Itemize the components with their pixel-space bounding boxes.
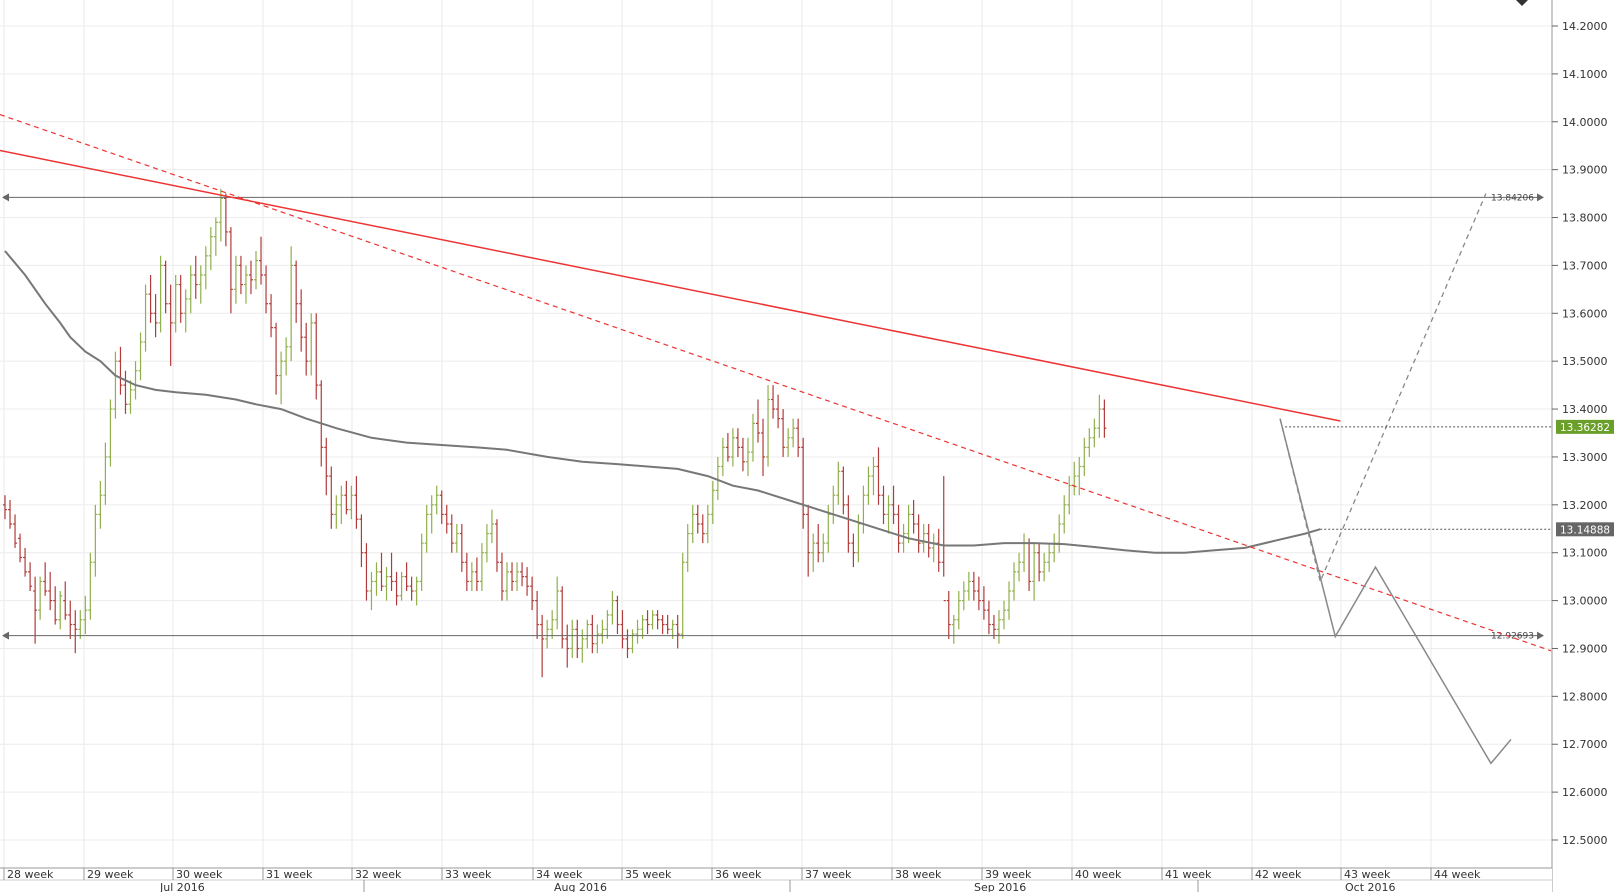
price-tick-label: 13.4000 xyxy=(1562,403,1608,416)
moving-average-badge: 13.14888 xyxy=(1560,524,1610,536)
week-label: 33 week xyxy=(445,868,492,881)
price-tick-label: 13.7000 xyxy=(1562,259,1608,272)
month-label: Jul 2016 xyxy=(159,881,205,892)
price-tick-label: 12.5000 xyxy=(1562,834,1608,847)
level-right-arrow-icon xyxy=(1537,631,1544,640)
week-label: 44 week xyxy=(1434,868,1481,881)
price-tick-label: 13.1000 xyxy=(1562,547,1608,560)
price-tick-label: 12.7000 xyxy=(1562,738,1608,751)
week-label: 29 week xyxy=(87,868,134,881)
week-label: 40 week xyxy=(1075,868,1122,881)
upper-level-label: 13.84206 xyxy=(1491,193,1534,203)
week-label: 37 week xyxy=(805,868,852,881)
price-tick-label: 13.8000 xyxy=(1562,212,1608,225)
week-label: 35 week xyxy=(625,868,672,881)
week-label: 30 week xyxy=(176,868,223,881)
month-label: Sep 2016 xyxy=(974,881,1026,892)
price-tick-label: 12.6000 xyxy=(1562,786,1608,799)
month-label: Aug 2016 xyxy=(554,881,607,892)
price-tick-label: 13.3000 xyxy=(1562,451,1608,464)
week-label: 36 week xyxy=(715,868,762,881)
price-tick-label: 12.8000 xyxy=(1562,690,1608,703)
week-label: 31 week xyxy=(266,868,313,881)
bullish-projection-path[interactable] xyxy=(1279,193,1487,584)
resistance-trendline[interactable] xyxy=(0,149,1341,422)
level-left-arrow-icon xyxy=(2,631,9,640)
dashed-resistance-trendline[interactable] xyxy=(0,114,1552,652)
price-tick-label: 13.0000 xyxy=(1562,595,1608,608)
week-label: 28 week xyxy=(7,868,54,881)
price-tick-label: 13.6000 xyxy=(1562,307,1608,320)
price-tick-label: 14.1000 xyxy=(1562,68,1608,81)
level-right-arrow-icon xyxy=(1537,193,1544,202)
level-left-arrow-icon xyxy=(2,193,9,202)
week-label: 32 week xyxy=(355,868,402,881)
price-axis-panel xyxy=(1552,0,1617,868)
price-tick-label: 13.2000 xyxy=(1562,499,1608,512)
price-tick-label: 13.9000 xyxy=(1562,164,1608,177)
week-label: 34 week xyxy=(536,868,583,881)
last-price-badge-box xyxy=(1556,419,1614,434)
price-tick-label: 13.5000 xyxy=(1562,355,1608,368)
week-label: 39 week xyxy=(985,868,1032,881)
month-label: Oct 2016 xyxy=(1345,881,1396,892)
price-tick-label: 14.2000 xyxy=(1562,20,1608,33)
week-label: 41 week xyxy=(1165,868,1212,881)
last-price-badge: 13.36282 xyxy=(1560,422,1610,434)
price-tick-label: 12.9000 xyxy=(1562,642,1608,655)
week-label: 43 week xyxy=(1344,868,1391,881)
week-label: 38 week xyxy=(895,868,942,881)
bearish-projection-path[interactable] xyxy=(1279,418,1512,765)
moving-average-line[interactable] xyxy=(4,250,1321,554)
moving-average-badge-box xyxy=(1556,522,1614,537)
panel-menu-arrow-icon[interactable] xyxy=(1516,0,1528,6)
lower-level-label: 12.92693 xyxy=(1491,632,1534,642)
price-tick-label: 14.0000 xyxy=(1562,116,1608,129)
week-label: 42 week xyxy=(1255,868,1302,881)
